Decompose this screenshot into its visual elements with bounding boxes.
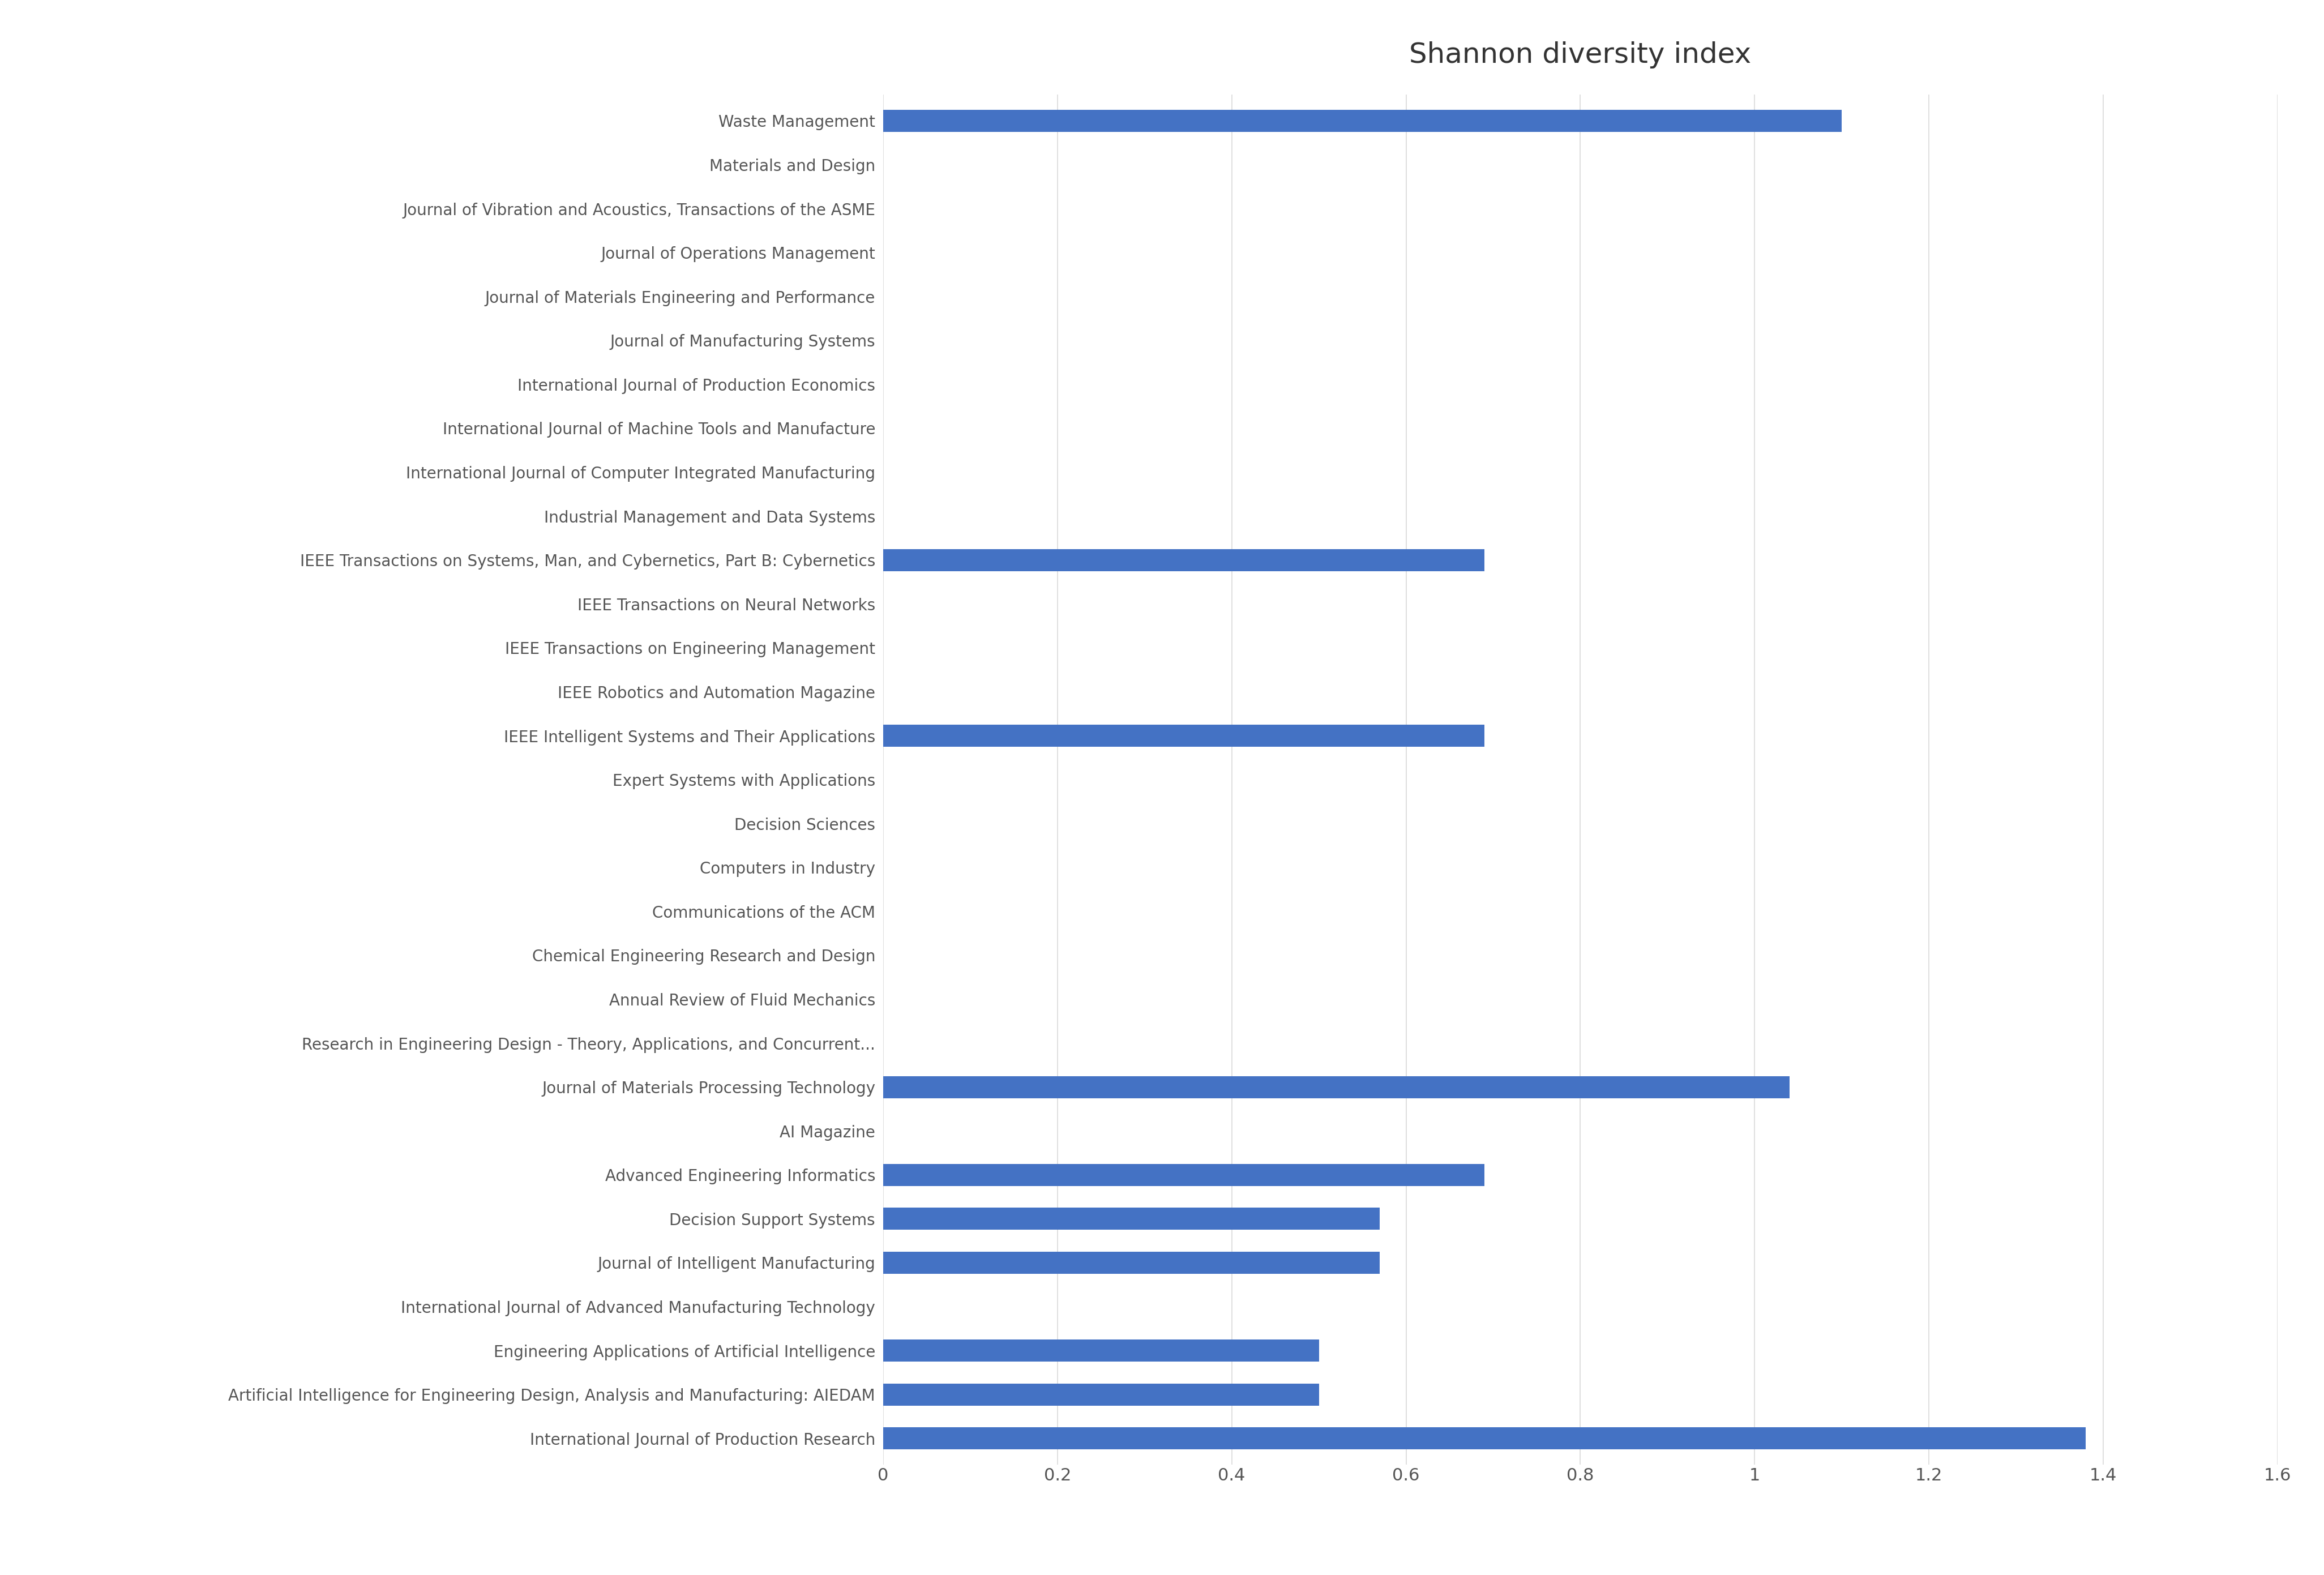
Bar [883, 110, 1843, 132]
Title: Shannon diversity index: Shannon diversity index [1408, 41, 1752, 69]
Bar [883, 550, 1485, 572]
Bar [883, 1427, 2087, 1449]
Bar [883, 1076, 1789, 1098]
Bar [883, 1164, 1485, 1186]
Bar [883, 1340, 1320, 1361]
Bar [883, 724, 1485, 747]
Bar [883, 1208, 1380, 1230]
Bar [883, 1383, 1320, 1405]
Bar [883, 1252, 1380, 1274]
